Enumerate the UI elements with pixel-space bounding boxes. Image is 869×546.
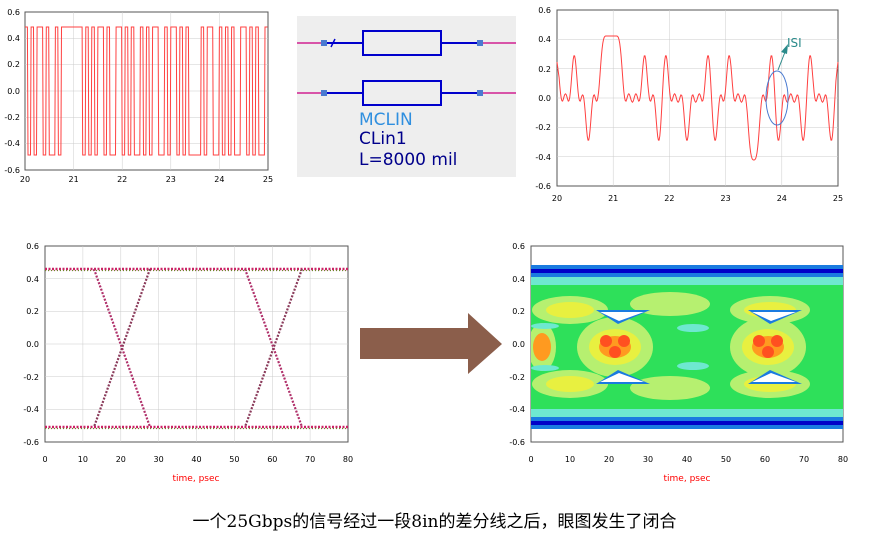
tx-xtick: 22 (117, 175, 127, 184)
open-eye-xtick: 20 (116, 455, 126, 464)
tx-xtick: 24 (214, 175, 224, 184)
closed-eye-ytick: 0.6 (512, 242, 525, 251)
rx-ytick: 0.4 (538, 35, 551, 44)
closed-eye-ytick: 0.2 (512, 307, 525, 316)
instance-name: CLin1 (359, 129, 407, 149)
open-eye-grid (45, 246, 348, 442)
open-eye-xtick: 0 (42, 455, 47, 464)
rx-ytick: -0.4 (535, 153, 551, 162)
tx-xtick: 25 (263, 175, 273, 184)
rx-ytick: 0.2 (538, 65, 551, 74)
right-arrow-icon (360, 313, 502, 374)
open-eye-xtick: 40 (191, 455, 201, 464)
open-eye-x-ticks: 0 10 20 30 40 50 60 70 80 (42, 455, 353, 464)
open-eye-y-ticks: 0.6 0.4 0.2 0.0 -0.2 -0.4 -0.6 (23, 242, 39, 447)
closed-eye-ytick: 0.4 (512, 275, 525, 284)
open-eye-xtick: 70 (305, 455, 315, 464)
open-eye-traces (45, 267, 348, 430)
tx-ytick: 0.4 (7, 34, 20, 43)
closed-eye-xtick: 70 (799, 455, 809, 464)
isi-highlight (765, 70, 789, 126)
tx-ytick: -0.4 (4, 139, 20, 148)
tx-waveform-svg: 0.6 0.4 0.2 0.0 -0.2 -0.4 -0.6 20 21 22 … (4, 8, 273, 184)
component-name: MCLIN (359, 110, 413, 130)
closed-eye-xtick: 0 (528, 455, 533, 464)
rx-ytick: 0.0 (538, 94, 551, 103)
coupled-line-schematic: MCLIN CLin1 L=8000 mil (297, 16, 517, 178)
rx-xtick: 21 (608, 194, 618, 203)
transition-arrow (358, 313, 504, 375)
tx-waveform-plot: 0.6 0.4 0.2 0.0 -0.2 -0.4 -0.6 20 21 22 … (0, 0, 280, 190)
schematic-svg: MCLIN CLin1 L=8000 mil (297, 16, 516, 177)
open-eye-xtick: 50 (229, 455, 239, 464)
rx-xtick: 22 (664, 194, 674, 203)
closed-eye-xtick: 80 (838, 455, 848, 464)
isi-arrowhead (781, 44, 788, 54)
closed-eye-x-ticks: 0 10 20 30 40 50 60 70 80 (528, 455, 848, 464)
tx-xtick: 21 (69, 175, 79, 184)
closed-eye-xtick: 40 (682, 455, 692, 464)
rx-x-ticks: 20 21 22 23 24 25 (552, 194, 843, 203)
open-eye-xtick: 10 (78, 455, 88, 464)
open-eye-ytick: 0.6 (26, 242, 39, 251)
open-eye-diagram: 0.6 0.4 0.2 0.0 -0.2 -0.4 -0.6 0 10 20 3… (0, 238, 360, 488)
isi-pointer (777, 51, 786, 71)
closed-eye-xlabel: time, psec (664, 474, 711, 484)
line-length: L=8000 mil (359, 150, 457, 170)
closed-eye-xtick: 50 (721, 455, 731, 464)
tx-ytick: 0.0 (7, 87, 20, 96)
tx-xtick: 23 (166, 175, 176, 184)
tx-ytick: -0.6 (4, 166, 20, 175)
rx-xtick: 25 (833, 194, 843, 203)
closed-eye-ytick: 0.0 (512, 340, 525, 349)
closed-eye-ytick: -0.6 (509, 438, 525, 447)
closed-eye-ytick: -0.2 (509, 373, 525, 382)
open-eye-ytick: 0.0 (26, 340, 39, 349)
tx-ytick: -0.2 (4, 113, 20, 122)
open-eye-xtick: 80 (343, 455, 353, 464)
tx-ytick: 0.6 (7, 8, 20, 17)
rx-y-ticks: 0.6 0.4 0.2 0.0 -0.2 -0.4 -0.6 (535, 6, 551, 191)
isi-label: ISI (787, 36, 802, 50)
closed-eye-xtick: 30 (643, 455, 653, 464)
closed-eye-xtick: 20 (604, 455, 614, 464)
rx-grid (557, 10, 838, 186)
open-eye-ytick: 0.4 (26, 275, 39, 284)
open-eye-xtick: 30 (154, 455, 164, 464)
rx-ytick: -0.2 (535, 123, 551, 132)
figure-caption: 一个25Gbps的信号经过一段8in的差分线之后，眼图发生了闭合 (192, 512, 677, 532)
open-eye-xtick: 60 (267, 455, 277, 464)
tx-x-ticks: 20 21 22 23 24 25 (20, 175, 273, 184)
rx-ytick: 0.6 (538, 6, 551, 15)
closed-eye-density (531, 265, 843, 429)
rx-xtick: 23 (721, 194, 731, 203)
transition-arrow-svg (360, 313, 502, 374)
open-eye-xlabel: time, psec (173, 474, 220, 484)
closed-eye-diagram: 0.6 0.4 0.2 0.0 -0.2 -0.4 -0.6 0 10 20 3… (500, 238, 869, 488)
closed-eye-ytick: -0.4 (509, 405, 525, 414)
open-eye-ytick: -0.6 (23, 438, 39, 447)
open-eye-svg: 0.6 0.4 0.2 0.0 -0.2 -0.4 -0.6 0 10 20 3… (23, 242, 353, 484)
closed-eye-xtick: 10 (565, 455, 575, 464)
closed-eye-xtick: 60 (760, 455, 770, 464)
rx-xtick: 20 (552, 194, 562, 203)
open-eye-ytick: 0.2 (26, 307, 39, 316)
upper-line (297, 30, 516, 56)
closed-eye-svg: 0.6 0.4 0.2 0.0 -0.2 -0.4 -0.6 0 10 20 3… (509, 242, 848, 484)
tx-signal-trace (25, 26, 268, 156)
rx-signal-trace (556, 35, 839, 161)
open-eye-ytick: -0.2 (23, 373, 39, 382)
rx-waveform-svg: ISI 0.6 0.4 0.2 0.0 -0.2 -0.4 -0.6 20 21… (535, 6, 843, 203)
tx-xtick: 20 (20, 175, 30, 184)
lower-line (297, 80, 516, 106)
closed-eye-y-ticks: 0.6 0.4 0.2 0.0 -0.2 -0.4 -0.6 (509, 242, 525, 447)
rx-waveform-plot: ISI 0.6 0.4 0.2 0.0 -0.2 -0.4 -0.6 20 21… (530, 0, 850, 210)
rx-xtick: 24 (777, 194, 787, 203)
tx-ytick: 0.2 (7, 60, 20, 69)
tx-y-ticks: 0.6 0.4 0.2 0.0 -0.2 -0.4 -0.6 (4, 8, 20, 175)
open-eye-ytick: -0.4 (23, 405, 39, 414)
rx-ytick: -0.6 (535, 182, 551, 191)
